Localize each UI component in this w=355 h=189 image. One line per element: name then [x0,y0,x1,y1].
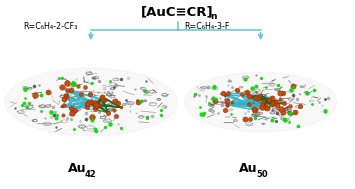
Text: R=C₆H₄-2-CF₃: R=C₆H₄-2-CF₃ [24,22,78,30]
Text: n: n [210,12,217,21]
Text: 50: 50 [257,170,268,179]
Text: Au: Au [239,162,257,175]
Ellipse shape [185,72,337,132]
Text: 42: 42 [85,170,97,179]
Text: Au: Au [67,162,86,175]
Text: [AuC≡CR]: [AuC≡CR] [141,5,214,18]
Text: R=C₆H₄-3-F: R=C₆H₄-3-F [185,22,230,30]
Ellipse shape [5,68,177,136]
